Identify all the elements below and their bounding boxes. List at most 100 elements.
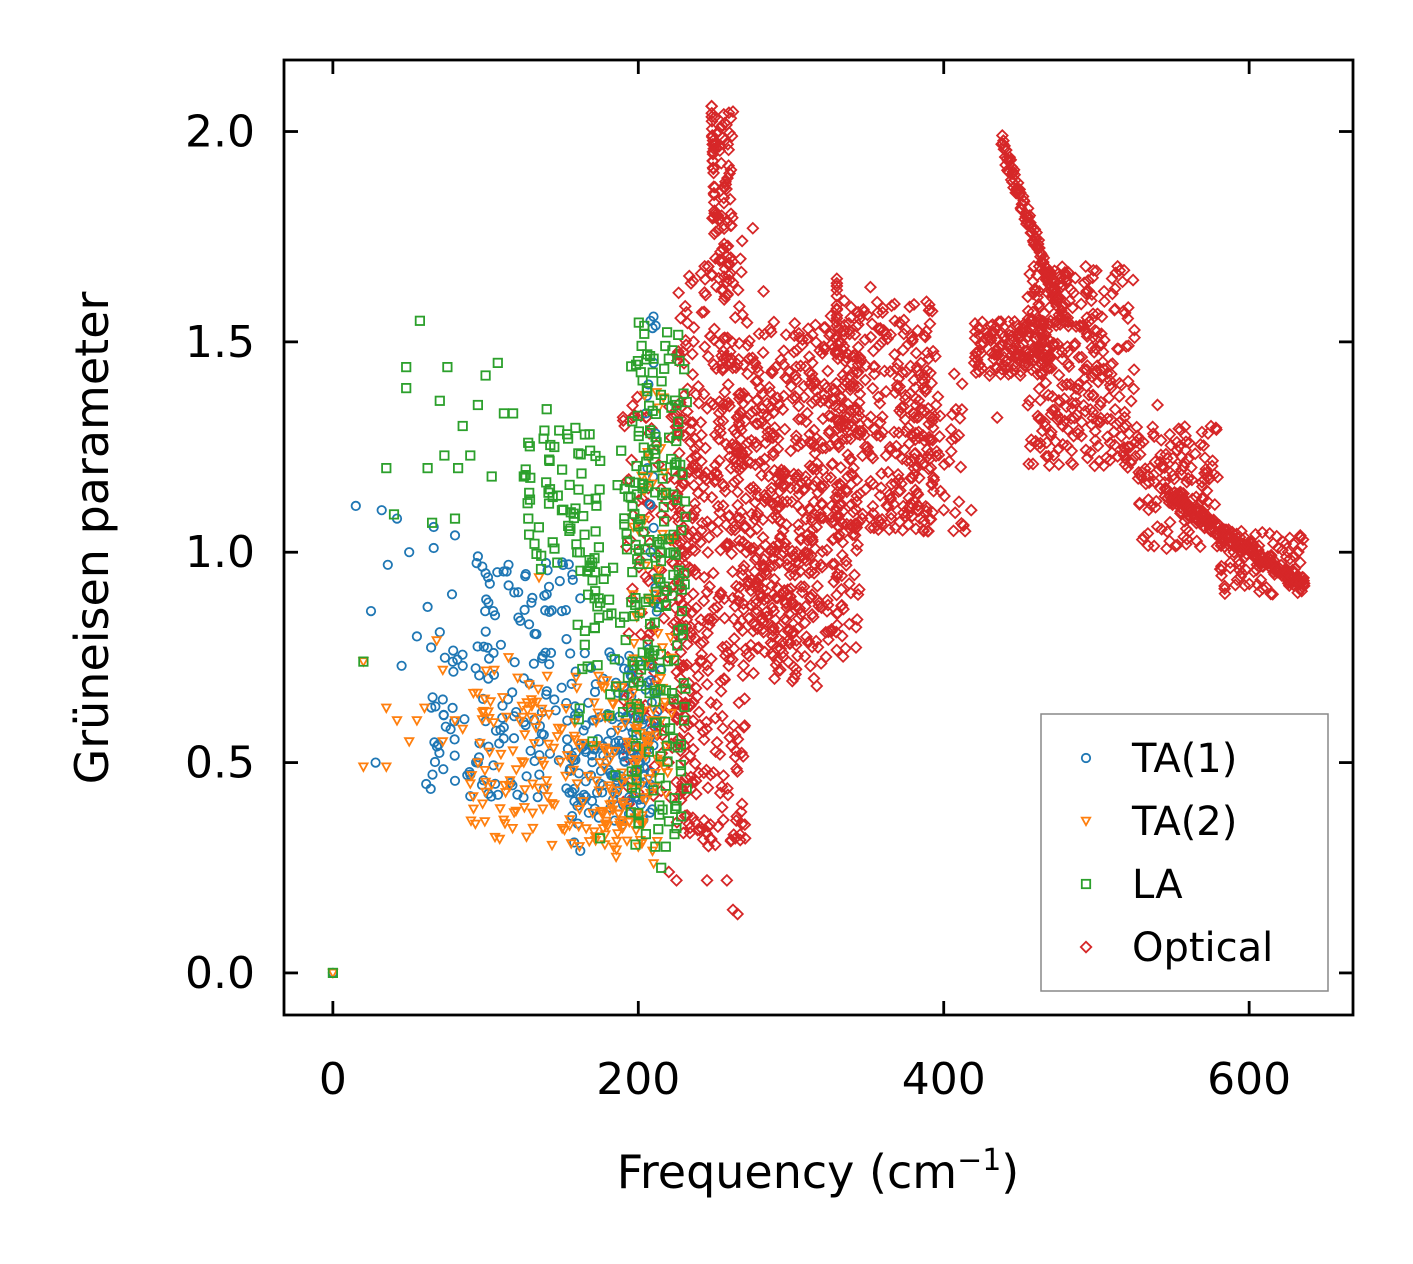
point-optical-1530 (845, 520, 859, 534)
point-optical-328 (731, 498, 745, 512)
point-optical-1265 (814, 511, 828, 525)
point-optical-529 (730, 810, 744, 824)
point-optical-433 (733, 833, 747, 847)
point-optical-1345 (909, 346, 923, 360)
point-optical-2038 (1111, 259, 1125, 273)
point-optical-463 (686, 742, 700, 756)
point-ta2-82 (523, 680, 535, 691)
point-la-118 (589, 567, 601, 578)
point-optical-703 (717, 292, 731, 306)
point-optical-1908 (1088, 433, 1102, 447)
point-la-295 (681, 396, 692, 408)
legend-label-optical: Optical (1132, 925, 1273, 971)
point-optical-1013 (775, 479, 789, 493)
point-optical-1066 (749, 606, 763, 620)
point-ta2-292 (651, 730, 663, 742)
point-optical-1246 (805, 523, 819, 537)
point-ta2-164 (503, 782, 516, 793)
point-ta2-192 (479, 817, 491, 828)
point-optical-1537 (901, 421, 915, 435)
point-la-242 (667, 688, 678, 699)
point-optical-576 (698, 259, 712, 273)
point-optical-1561 (836, 401, 850, 415)
point-la-324 (634, 558, 645, 570)
point-optical-1370 (866, 477, 880, 491)
point-optical-2252 (1168, 539, 1182, 553)
point-optical-1373 (911, 324, 925, 338)
point-la-331 (637, 483, 648, 494)
y-tick-label-1: 0.5 (185, 738, 255, 789)
point-optical-2583 (1245, 536, 1259, 550)
point-optical-2352 (1250, 577, 1264, 591)
point-optical-1466 (844, 310, 858, 324)
point-optical-686 (719, 182, 733, 196)
point-optical-900 (847, 568, 861, 582)
point-optical-1981 (1097, 362, 1111, 376)
point-optical-2311 (1291, 586, 1305, 600)
point-optical-2343 (1214, 559, 1228, 573)
point-optical-1644 (925, 478, 939, 492)
point-optical-2122 (1113, 376, 1127, 390)
point-optical-341 (716, 813, 730, 827)
point-optical-2054 (1087, 345, 1101, 359)
point-optical-1354 (883, 364, 897, 378)
point-optical-1604 (889, 439, 903, 453)
point-optical-2242 (1131, 471, 1145, 485)
point-la-346 (673, 329, 684, 341)
point-optical-2664 (705, 130, 719, 144)
point-optical-1954 (1023, 394, 1037, 408)
point-optical-723 (772, 398, 786, 412)
point-ta1-86 (449, 775, 461, 786)
point-la-353 (634, 607, 645, 618)
point-optical-2227 (1178, 429, 1192, 443)
point-optical-2179 (1209, 423, 1223, 437)
point-optical-1010 (794, 607, 808, 621)
point-optical-1664 (914, 402, 928, 416)
point-la-115 (573, 484, 584, 495)
point-optical-387 (712, 415, 726, 429)
point-optical-1285 (814, 558, 828, 572)
point-la-230 (629, 508, 640, 520)
point-ta2-19 (518, 758, 530, 769)
point-ta2-47 (496, 693, 509, 704)
point-optical-1911 (1038, 328, 1052, 342)
point-optical-587 (735, 308, 749, 322)
point-optical-868 (827, 575, 841, 589)
point-la-15 (465, 450, 476, 461)
point-optical-1172 (815, 496, 829, 510)
point-optical-581 (716, 640, 730, 654)
point-ta2-16 (479, 787, 492, 799)
point-optical-450 (682, 269, 696, 283)
point-optical-159 (689, 787, 703, 801)
point-optical-1283 (776, 650, 790, 664)
point-ta2-10 (437, 665, 449, 677)
point-optical-105 (684, 423, 698, 437)
point-optical-1084 (755, 401, 769, 415)
point-optical-876 (785, 544, 799, 558)
point-ta2-269 (664, 633, 677, 644)
point-la-234 (626, 361, 637, 372)
point-optical-2120 (1113, 264, 1127, 278)
point-optical-1548 (892, 472, 906, 486)
x-tick-label-3: 600 (1207, 1054, 1291, 1105)
point-optical-629 (704, 652, 718, 666)
point-optical-1115 (788, 316, 802, 330)
point-optical-1566 (898, 388, 912, 402)
point-optical-2370 (996, 134, 1010, 148)
point-ta1-253 (557, 559, 569, 571)
point-optical-665 (723, 166, 737, 180)
point-optical-1969 (1085, 341, 1099, 355)
point-optical-2249 (1193, 438, 1207, 452)
point-la-31 (579, 639, 590, 650)
point-ta1-233 (561, 633, 572, 645)
point-la-96 (522, 498, 533, 509)
point-ta2-104 (476, 708, 489, 719)
point-optical-601 (701, 781, 715, 795)
point-ta2-279 (665, 708, 678, 720)
point-optical-326 (717, 769, 731, 783)
point-optical-785 (741, 367, 755, 381)
point-optical-2095 (1099, 451, 1113, 465)
point-optical-616 (720, 331, 734, 345)
point-optical-1544 (870, 428, 884, 442)
point-optical-1995 (1062, 360, 1076, 374)
